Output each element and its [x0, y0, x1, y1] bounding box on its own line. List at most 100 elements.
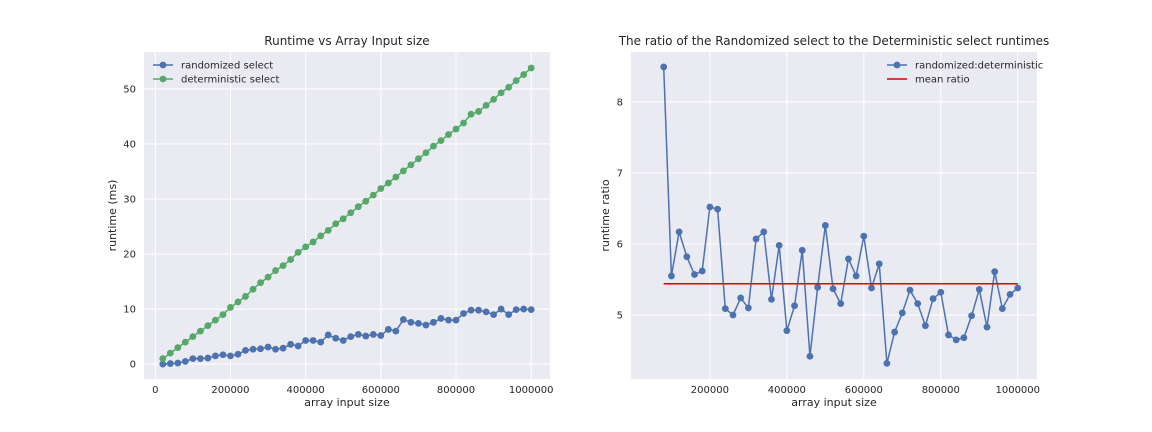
data-point	[272, 345, 279, 353]
data-point	[212, 316, 219, 324]
data-point	[399, 316, 407, 323]
data-point	[234, 350, 242, 358]
data-point	[377, 185, 385, 192]
data-point	[698, 267, 706, 275]
data-point	[166, 360, 174, 367]
data-point	[196, 355, 204, 363]
data-point	[520, 71, 528, 78]
data-point	[952, 336, 960, 344]
data-point	[721, 305, 729, 313]
data-point	[181, 338, 189, 346]
data-point	[204, 322, 212, 330]
data-point	[937, 288, 945, 296]
data-point	[302, 337, 310, 344]
data-point	[991, 268, 999, 276]
data-point	[354, 203, 362, 211]
data-point	[392, 173, 400, 181]
y-tick-label: 0	[130, 360, 136, 371]
data-point	[234, 298, 242, 306]
data-point	[852, 272, 860, 280]
data-point	[309, 337, 317, 344]
data-point	[257, 345, 264, 353]
chart-title: Runtime vs Array Input size	[264, 34, 429, 48]
data-point	[445, 131, 452, 138]
data-point	[257, 279, 264, 287]
data-point	[174, 344, 182, 352]
data-point	[430, 142, 437, 150]
data-point	[430, 318, 437, 326]
data-point	[475, 108, 482, 115]
data-point	[875, 260, 883, 268]
data-point	[527, 64, 535, 72]
data-point	[354, 331, 362, 338]
data-point	[860, 232, 868, 240]
x-tick-label: 200000	[691, 385, 729, 396]
data-point	[467, 306, 475, 314]
y-tick-label: 5	[617, 311, 623, 322]
data-point	[814, 283, 822, 291]
data-point	[906, 286, 914, 294]
x-tick-label: 600000	[362, 385, 400, 396]
data-point	[482, 308, 490, 316]
data-point	[189, 355, 197, 363]
y-tick-label: 30	[123, 194, 136, 205]
y-tick-label: 6	[617, 239, 623, 250]
data-point	[249, 285, 257, 293]
data-point	[422, 321, 430, 329]
data-point	[324, 226, 332, 234]
legend-swatch-marker	[893, 61, 901, 69]
data-point	[512, 306, 520, 314]
left-chart: 0 200000 400000 600000 800000 1000000 0 10 20 30 4…	[106, 34, 553, 409]
x-tick-label: 800000	[922, 385, 960, 396]
data-point	[467, 110, 475, 118]
y-axis-label: runtime (ms)	[106, 180, 119, 252]
data-point	[512, 77, 520, 85]
data-point	[227, 304, 234, 311]
data-point	[287, 340, 295, 348]
data-point	[675, 228, 683, 236]
data-point	[166, 349, 174, 357]
data-point	[845, 255, 852, 263]
data-point	[520, 305, 528, 313]
data-point	[279, 344, 287, 352]
data-point	[668, 272, 675, 280]
data-point	[392, 327, 400, 335]
data-point	[497, 305, 505, 313]
data-point	[242, 293, 249, 300]
data-point	[181, 357, 189, 365]
x-tick-label: 400000	[768, 385, 806, 396]
data-point	[760, 228, 768, 236]
data-point	[505, 311, 513, 318]
data-point	[369, 331, 377, 338]
x-tick-label: 400000	[287, 385, 325, 396]
data-point	[1006, 291, 1014, 298]
data-point	[332, 334, 340, 342]
x-tick-label: 600000	[845, 385, 883, 396]
data-point	[347, 333, 355, 341]
data-point	[227, 352, 234, 360]
data-point	[791, 302, 798, 310]
data-point	[339, 215, 347, 223]
data-point	[729, 311, 737, 319]
y-tick-label: 40	[123, 139, 136, 150]
data-point	[497, 89, 505, 97]
data-point	[452, 125, 460, 133]
data-point	[279, 262, 287, 269]
data-point	[505, 83, 513, 91]
data-point	[437, 137, 445, 145]
x-tick-label: 1000000	[995, 385, 1040, 396]
data-point	[891, 328, 899, 336]
data-point	[806, 352, 814, 360]
data-point	[829, 285, 837, 293]
data-point	[683, 253, 691, 261]
data-point	[490, 95, 498, 103]
data-point	[452, 316, 460, 324]
legend-label: deterministic select	[181, 75, 280, 86]
y-tick-label: 8	[617, 97, 623, 108]
data-point	[737, 294, 745, 302]
data-point	[475, 306, 482, 314]
data-point	[384, 179, 392, 187]
data-point	[384, 326, 392, 333]
data-point	[945, 331, 952, 339]
